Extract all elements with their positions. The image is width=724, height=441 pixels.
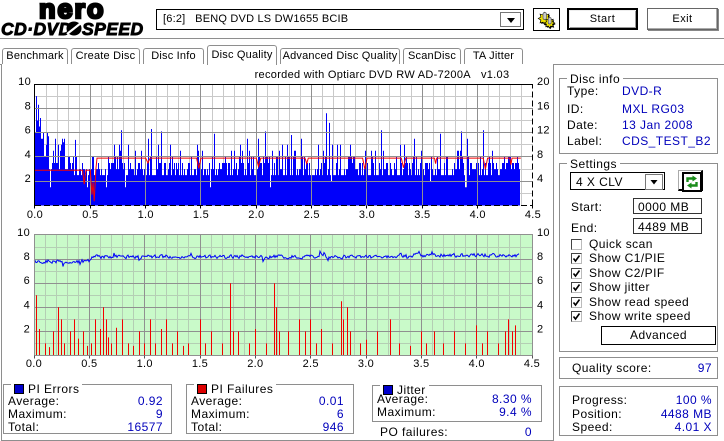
svg-text:1.0: 1.0 [138,209,154,221]
svg-text:4.5: 4.5 [524,358,540,370]
svg-text:10: 10 [18,76,31,88]
svg-text:10: 10 [17,227,30,239]
svg-text:SPEED: SPEED [82,19,144,39]
svg-text:3.0: 3.0 [358,358,374,370]
svg-text:8: 8 [537,149,543,161]
svg-text:2.0: 2.0 [248,209,264,221]
svg-text:0.0: 0.0 [27,209,43,221]
svg-text:2.5: 2.5 [304,209,320,221]
svg-text:4: 4 [24,299,30,311]
svg-text:3.5: 3.5 [414,209,430,221]
svg-text:10: 10 [537,227,550,239]
svg-text:2: 2 [25,173,31,185]
svg-text:0.0: 0.0 [26,358,42,370]
svg-text:6: 6 [25,125,31,137]
svg-text:4.0: 4.0 [469,358,485,370]
svg-text:2.5: 2.5 [303,358,319,370]
svg-text:4: 4 [537,299,543,311]
svg-text:3.5: 3.5 [413,358,429,370]
svg-text:1.5: 1.5 [192,358,208,370]
svg-text:2: 2 [24,323,30,335]
svg-text:recorded with Optiarc DVD RW A: recorded with Optiarc DVD RW AD-7200A v1… [255,69,510,81]
svg-text:1.0: 1.0 [137,358,153,370]
svg-text:CD·DVD: CD·DVD [1,19,72,39]
svg-text:1.5: 1.5 [193,209,209,221]
svg-text:20: 20 [537,76,550,88]
svg-text:nero: nero [39,0,106,24]
svg-text:16: 16 [537,100,550,112]
svg-text:12: 12 [537,125,550,137]
svg-text:8: 8 [25,100,31,112]
svg-text:4: 4 [25,149,31,161]
svg-text:2: 2 [537,323,543,335]
svg-text:4.5: 4.5 [525,209,541,221]
svg-text:3.0: 3.0 [359,209,375,221]
svg-text:4.0: 4.0 [470,209,486,221]
svg-text:6: 6 [24,275,30,287]
svg-text:0.5: 0.5 [81,358,97,370]
svg-text:4: 4 [537,173,543,185]
svg-text:8: 8 [537,251,543,263]
svg-text:2.0: 2.0 [247,358,263,370]
svg-text:6: 6 [537,275,543,287]
svg-text:8: 8 [24,251,30,263]
svg-text:0.5: 0.5 [82,209,98,221]
